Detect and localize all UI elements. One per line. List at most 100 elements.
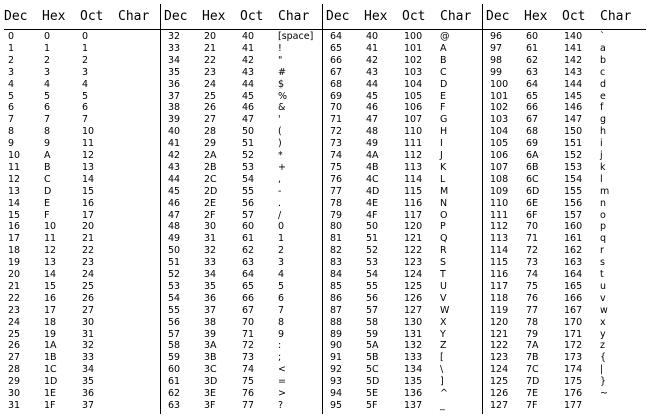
dec-cell: 19 bbox=[8, 257, 21, 269]
hex-cell: 60 bbox=[526, 31, 539, 42]
table-row: 112 70 160 p bbox=[486, 221, 642, 233]
dec-cell: 86 bbox=[330, 292, 343, 304]
table-row: 15 F 17 bbox=[4, 210, 160, 222]
dec-cell: 18 bbox=[8, 245, 21, 257]
char-cell: ) bbox=[278, 138, 282, 150]
char-cell: O bbox=[440, 209, 448, 221]
oct-cell: 75 bbox=[242, 376, 255, 388]
oct-cell: 116 bbox=[404, 197, 423, 209]
char-cell: 7 bbox=[278, 304, 285, 316]
oct-cell: 125 bbox=[404, 280, 423, 292]
dec-cell: 78 bbox=[330, 197, 343, 209]
hex-cell: 5B bbox=[366, 352, 379, 364]
dec-cell: 76 bbox=[330, 173, 343, 185]
hex-cell: 34 bbox=[204, 269, 217, 280]
table-row: 17 11 21 bbox=[4, 233, 160, 245]
oct-cell: 30 bbox=[82, 316, 95, 328]
dec-cell: 61 bbox=[168, 376, 181, 388]
hex-cell: 1C bbox=[44, 364, 57, 376]
oct-cell: 57 bbox=[242, 209, 255, 221]
char-cell: ` bbox=[600, 31, 605, 42]
oct-cell: 4 bbox=[82, 78, 89, 90]
dec-cell: 62 bbox=[168, 388, 181, 399]
char-cell: j bbox=[600, 150, 603, 161]
hex-cell: 40 bbox=[366, 31, 379, 42]
char-cell: ] bbox=[440, 376, 444, 388]
oct-cell: 65 bbox=[242, 280, 255, 292]
oct-cell: 44 bbox=[242, 78, 255, 90]
char-cell: @ bbox=[440, 31, 450, 42]
dec-cell: 80 bbox=[330, 221, 343, 233]
dec-cell: 106 bbox=[490, 150, 509, 161]
char-cell: q bbox=[600, 233, 607, 245]
hex-cell: 20 bbox=[204, 31, 217, 42]
oct-cell: 1 bbox=[82, 42, 89, 54]
hex-cell: 66 bbox=[526, 102, 539, 114]
hex-cell: B bbox=[44, 161, 51, 173]
char-cell: , bbox=[278, 173, 282, 185]
oct-cell: 15 bbox=[82, 185, 95, 197]
oct-cell: 66 bbox=[242, 292, 255, 304]
char-cell: Y bbox=[440, 328, 446, 340]
table-row: 66 42 102 B bbox=[326, 55, 482, 67]
char-cell: L bbox=[440, 173, 446, 185]
table-row: 106 6A 152 j bbox=[486, 150, 642, 162]
char-cell: y bbox=[600, 328, 606, 340]
table-row: 25 19 31 bbox=[4, 329, 160, 341]
table-row: 23 17 27 bbox=[4, 305, 160, 317]
dec-cell: 0 bbox=[8, 31, 15, 42]
table-row: 73 49 111 I bbox=[326, 138, 482, 150]
oct-cell: 7 bbox=[82, 114, 89, 126]
hex-cell: 24 bbox=[204, 78, 217, 90]
dec-cell: 68 bbox=[330, 78, 343, 90]
oct-cell: 2 bbox=[82, 54, 89, 66]
dec-cell: 5 bbox=[8, 90, 15, 102]
table-row: 95 5F 137 _ bbox=[326, 400, 482, 412]
char-cell: R bbox=[440, 245, 447, 257]
hex-cell: 3A bbox=[204, 340, 217, 352]
dec-cell: 53 bbox=[168, 280, 181, 292]
hex-cell: 3F bbox=[204, 399, 216, 411]
dec-cell: 22 bbox=[8, 292, 21, 304]
char-cell: * bbox=[278, 150, 283, 161]
table-row: 55 37 67 7 bbox=[164, 305, 320, 317]
dec-cell: 104 bbox=[490, 126, 509, 138]
dec-cell: 3 bbox=[8, 66, 15, 78]
header-hex: Hex bbox=[202, 9, 226, 24]
dec-cell: 93 bbox=[330, 376, 343, 388]
dec-cell: 44 bbox=[168, 173, 181, 185]
char-cell: h bbox=[600, 126, 607, 138]
table-row: 125 7D 175} bbox=[486, 376, 642, 388]
hex-cell: 3C bbox=[204, 364, 217, 376]
hex-cell: 6E bbox=[526, 197, 539, 209]
dec-cell: 13 bbox=[8, 185, 21, 197]
oct-cell: 175 bbox=[564, 376, 583, 388]
table-row: 83 53 123 S bbox=[326, 257, 482, 269]
hex-cell: 7F bbox=[526, 399, 538, 411]
hex-cell: 13 bbox=[44, 257, 57, 269]
table-row: 108 6C 154 l bbox=[486, 174, 642, 186]
char-cell: 0 bbox=[278, 221, 285, 233]
table-row: 62 3E 76 > bbox=[164, 388, 320, 400]
oct-cell: 162 bbox=[564, 245, 583, 257]
char-cell: K bbox=[440, 161, 447, 173]
dec-cell: 88 bbox=[330, 316, 343, 328]
dec-cell: 97 bbox=[490, 42, 503, 54]
dec-cell: 69 bbox=[330, 90, 343, 102]
hex-cell: 1F bbox=[44, 399, 56, 411]
header-oct: Oct bbox=[80, 9, 104, 24]
hex-cell: 7 bbox=[44, 114, 51, 126]
dec-cell: 96 bbox=[490, 31, 503, 42]
table-row: 51 33 63 3 bbox=[164, 257, 320, 269]
dec-cell: 125 bbox=[490, 376, 509, 388]
table-row: 81 51 121 Q bbox=[326, 233, 482, 245]
oct-cell: 117 bbox=[404, 209, 423, 221]
dec-cell: 112 bbox=[490, 221, 509, 233]
oct-cell: 12 bbox=[82, 150, 95, 161]
dec-cell: 34 bbox=[168, 54, 181, 66]
oct-cell: 137 bbox=[404, 399, 423, 411]
hex-cell: 1E bbox=[44, 388, 57, 399]
table-row: 61 3D 75 = bbox=[164, 376, 320, 388]
char-cell: [ bbox=[440, 352, 444, 364]
char-cell: { bbox=[600, 352, 607, 364]
